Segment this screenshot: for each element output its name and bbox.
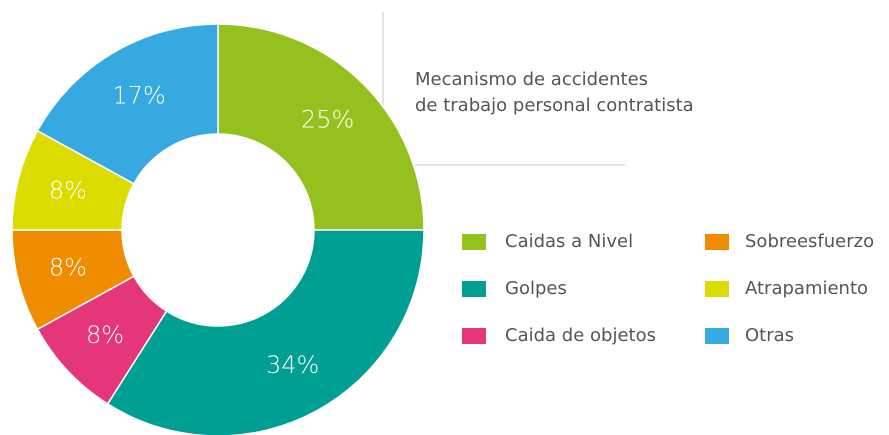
legend-swatch bbox=[462, 234, 486, 250]
slice-label: 34% bbox=[266, 351, 319, 379]
slice-label: 8% bbox=[49, 176, 87, 204]
legend-label: Caidas a Nivel bbox=[505, 231, 633, 252]
legend-label: Golpes bbox=[505, 278, 567, 299]
chart-title: de trabajo personal contratista bbox=[415, 95, 694, 116]
slice bbox=[106, 229, 425, 435]
slice bbox=[36, 23, 219, 185]
slice-label: 25% bbox=[301, 105, 354, 133]
legend-label: Sobreesfuerzo bbox=[745, 231, 874, 252]
legend-label: Atrapamiento bbox=[745, 278, 868, 299]
legend-swatch bbox=[705, 328, 729, 344]
legend-label: Caida de objetos bbox=[505, 325, 656, 346]
legend-swatch bbox=[462, 328, 486, 344]
chart-title: Mecanismo de accidentes bbox=[415, 69, 648, 90]
legend-swatch bbox=[462, 281, 486, 297]
legend-swatch bbox=[705, 281, 729, 297]
slice-label: 8% bbox=[49, 254, 87, 282]
slice bbox=[217, 23, 425, 231]
legend-label: Otras bbox=[745, 325, 794, 346]
slice-label: 17% bbox=[112, 82, 165, 110]
slice-label: 8% bbox=[86, 321, 124, 349]
legend-swatch bbox=[705, 234, 729, 250]
